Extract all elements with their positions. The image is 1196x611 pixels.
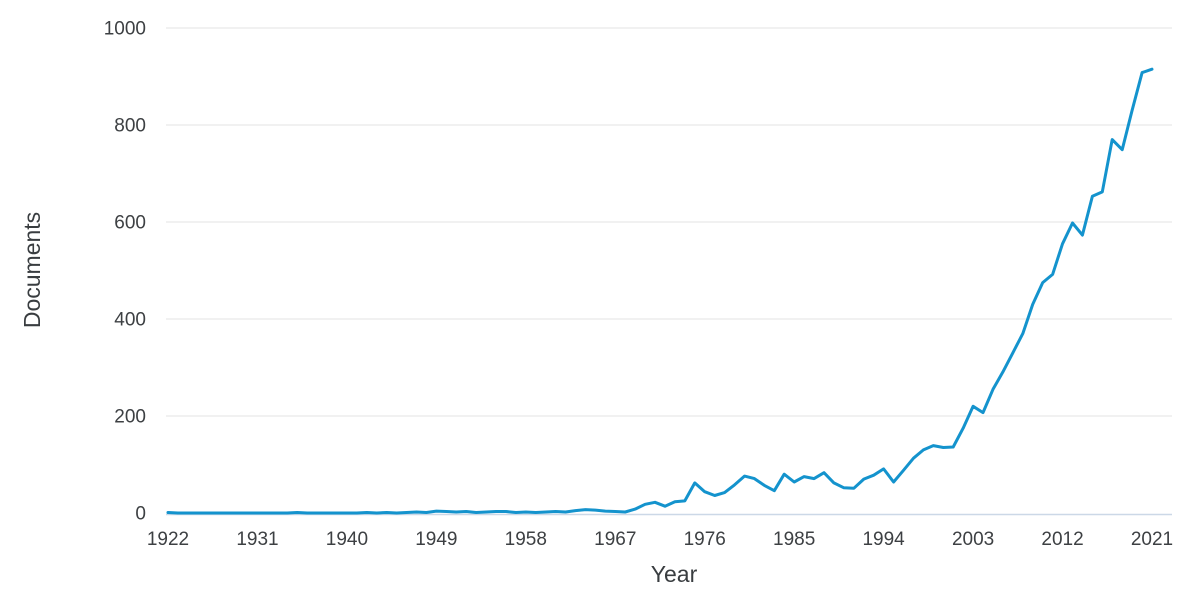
y-axis-tick-labels: 0 200 400 600 800 1000 (104, 19, 146, 525)
x-tick-label: 2021 (1131, 529, 1173, 550)
x-tick-label: 1940 (326, 529, 368, 550)
x-tick-label: 1967 (594, 529, 636, 550)
x-axis-tick-labels: 1922 1931 1940 1949 1958 1967 1976 1985 1994 2003… (147, 529, 1173, 550)
y-tick-label: 400 (114, 310, 146, 331)
data-series (166, 67, 1154, 515)
y-axis-title: Documents (19, 212, 45, 328)
x-tick-label: 1994 (862, 529, 905, 550)
data-line-documents (166, 67, 1154, 515)
y-tick-label: 1000 (104, 19, 146, 40)
y-tick-label: 200 (114, 407, 146, 428)
x-tick-label: 1922 (147, 529, 189, 550)
y-tick-label: 800 (114, 116, 146, 137)
x-tick-label: 1958 (505, 529, 547, 550)
x-tick-label: 1985 (773, 529, 815, 550)
x-tick-label: 2003 (952, 529, 994, 550)
x-tick-label: 2012 (1041, 529, 1083, 550)
x-axis-title: Year (651, 561, 698, 587)
y-tick-label: 0 (135, 504, 146, 525)
gridlines (166, 27, 1172, 516)
x-tick-label: 1976 (684, 529, 726, 550)
x-tick-label: 1931 (236, 529, 278, 550)
x-tick-label: 1949 (415, 529, 457, 550)
y-tick-label: 600 (114, 213, 146, 234)
